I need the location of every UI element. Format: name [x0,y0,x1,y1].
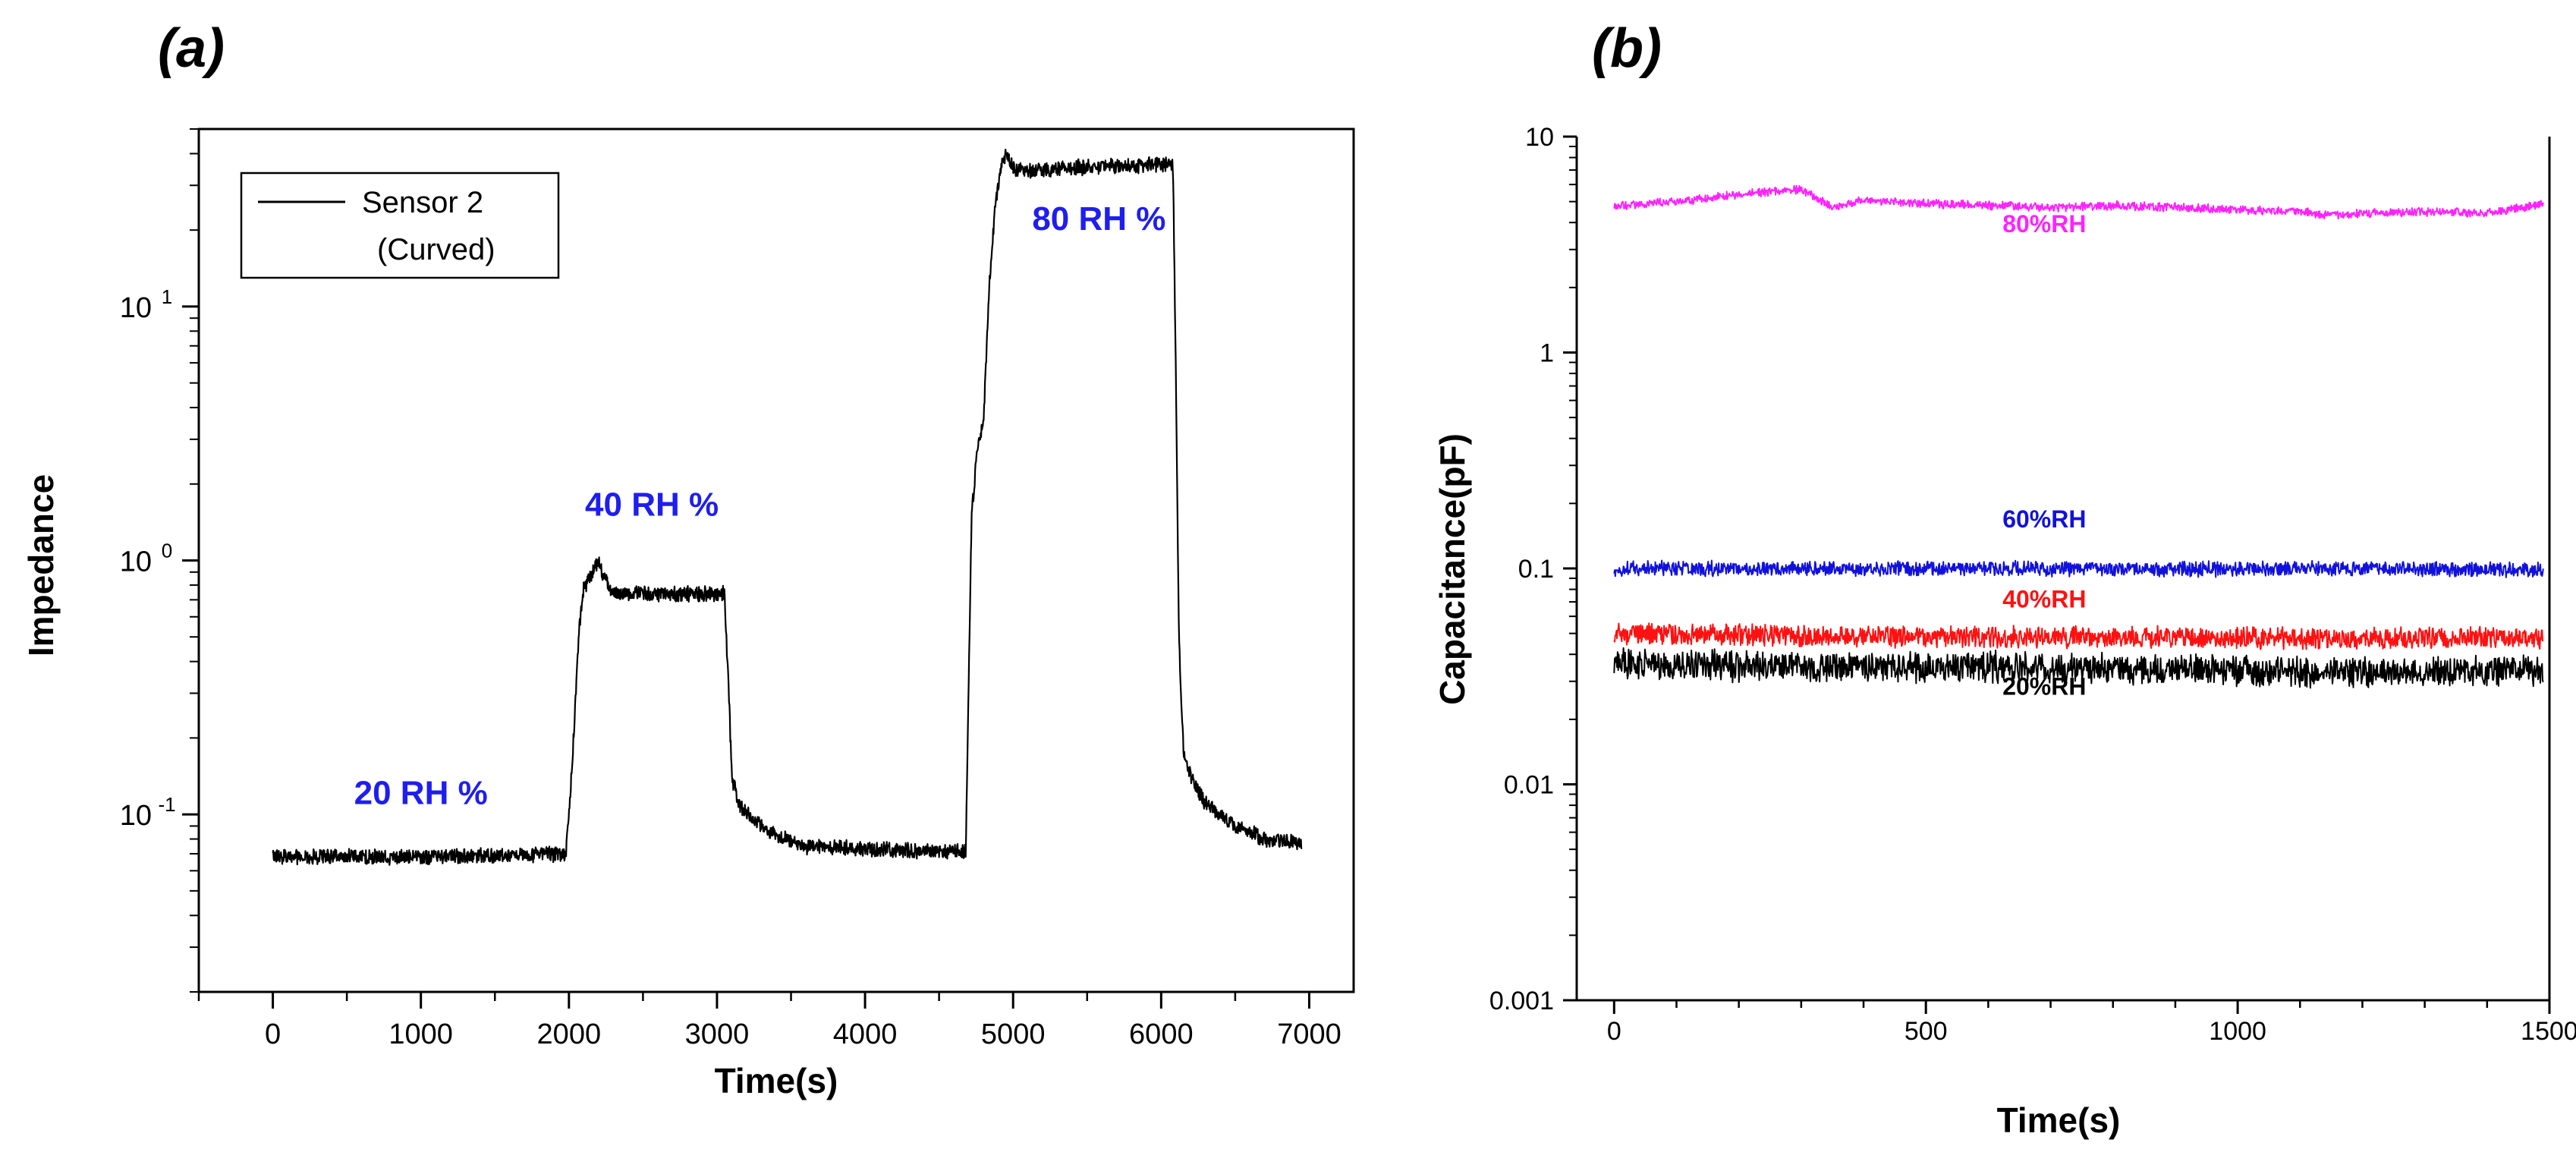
panel-a-series-group [272,149,1303,866]
annotation-label: 40%RH [2002,585,2086,612]
panel-a-y-axis-title: Impedance [21,474,61,656]
panel-b-series-group [1613,184,2544,689]
series-line-40-rh [1613,622,2544,650]
x-tick-label: 2000 [537,1018,602,1050]
panel-a-x-axis-title: Time(s) [715,1061,838,1100]
panel-a-label: (a) [158,18,225,79]
x-tick-label: 7000 [1277,1018,1341,1050]
annotation-label: 20 RH % [354,774,488,811]
y-tick-base: 10 [120,546,152,578]
panel-b-capacitance-chart: (b) 0 500 1000 1500 0.001 0.01 0.1 1 10 80%RH 60%… [1433,18,2576,1140]
x-tick-label: 1000 [388,1018,453,1050]
y-tick-label: 10 [120,546,152,578]
panel-b-axes: 0 500 1000 1500 0.001 0.01 0.1 1 10 [1489,123,2576,1046]
x-tick-label: 6000 [1129,1018,1194,1050]
panel-b-x-axis-title: Time(s) [1997,1100,2121,1140]
y-tick-base: 10 [120,800,152,832]
x-tick-label: 0 [1607,1017,1621,1046]
x-tick-label: 5000 [981,1018,1046,1050]
series-line-60-rh [1613,559,2544,578]
y-tick-label: 0.001 [1489,987,1554,1015]
y-tick-exponent: 0 [162,540,172,562]
annotation-label: 40 RH % [585,486,719,524]
legend-label-line1: Sensor 2 [362,186,483,219]
panel-b-y-axis-title: Capacitance(pF) [1433,433,1472,705]
x-tick-label: 0 [265,1018,281,1050]
panel-b-annotations: 80%RH 60%RH 40%RH 20%RH [2002,210,2086,700]
x-tick-label: 500 [1904,1017,1948,1046]
series-line-sensor-2-curved- [272,149,1303,866]
panel-a-axes: 0 1000 2000 3000 4000 5000 6000 7000 10 -1 10 0 10 1 [120,128,1341,1050]
x-tick-label: 4000 [833,1018,898,1050]
series-line-80-rh [1613,184,2544,220]
y-tick-exponent: -1 [158,793,175,816]
y-tick-label: 0.1 [1518,555,1554,584]
annotation-label: 20%RH [2002,672,2086,700]
y-tick-exponent: 1 [162,285,172,308]
y-tick-label: 0.01 [1504,771,1554,800]
x-tick-label: 1000 [2209,1017,2266,1046]
panel-b-label: (b) [1592,18,1662,79]
annotation-label: 60%RH [2002,505,2086,533]
legend-label-line2: (Curved) [377,233,495,266]
y-tick-label: 1 [1540,339,1554,368]
panel-a-legend: Sensor 2 (Curved) [240,172,560,279]
y-tick-base: 10 [120,292,152,324]
x-tick-label: 1500 [2521,1017,2576,1046]
y-tick-label: 10 [120,800,152,832]
y-tick-label: 10 [120,292,152,324]
annotation-label: 80 RH % [1032,200,1165,238]
annotation-label: 80%RH [2002,210,2086,238]
series-line-20-rh [1613,647,2544,689]
x-tick-label: 3000 [685,1018,750,1050]
panel-a-annotations: 20 RH % 40 RH % 80 RH % [354,200,1166,811]
y-tick-label: 10 [1525,123,1554,152]
legend-box [240,172,560,279]
